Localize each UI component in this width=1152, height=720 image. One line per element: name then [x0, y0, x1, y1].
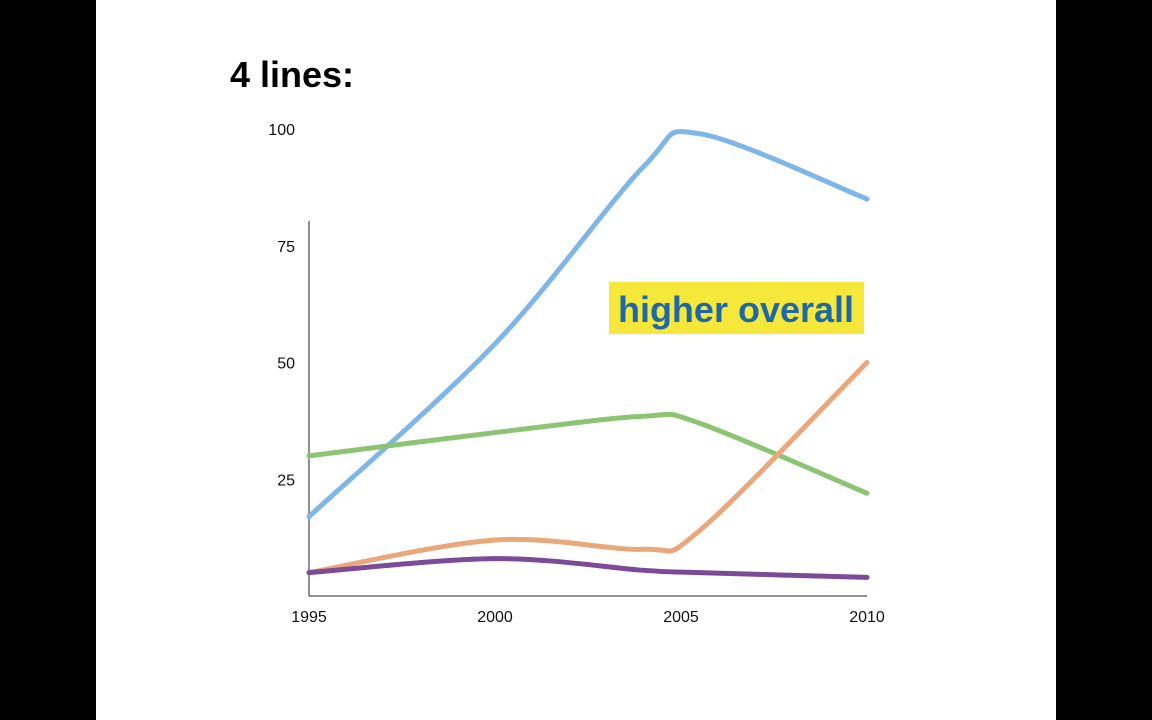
y-tick-label: 25: [277, 472, 295, 489]
slide: 4 lines: 25 50 75 100 1995 2000 2005 2010 higher…: [96, 0, 1056, 720]
series-line-1: [306, 129, 870, 520]
annotation-text: higher overall: [618, 289, 854, 330]
series-line-4: [306, 556, 870, 580]
x-tick-label: 2010: [849, 609, 885, 626]
series-line-2: [306, 411, 870, 496]
slide-title: 4 lines:: [230, 54, 355, 95]
y-tick-label: 50: [277, 356, 295, 373]
x-tick-label: 2000: [477, 609, 513, 626]
y-tick-label: 75: [277, 239, 295, 256]
x-tick-label: 1995: [291, 609, 327, 626]
series-line-3: [306, 360, 870, 576]
x-tick-label: 2005: [663, 609, 699, 626]
annotation-box: [609, 282, 864, 334]
line-chart: 25 50 75 100 1995 2000 2005 2010 higher overall: [268, 122, 885, 626]
y-tick-label: 100: [268, 122, 295, 139]
